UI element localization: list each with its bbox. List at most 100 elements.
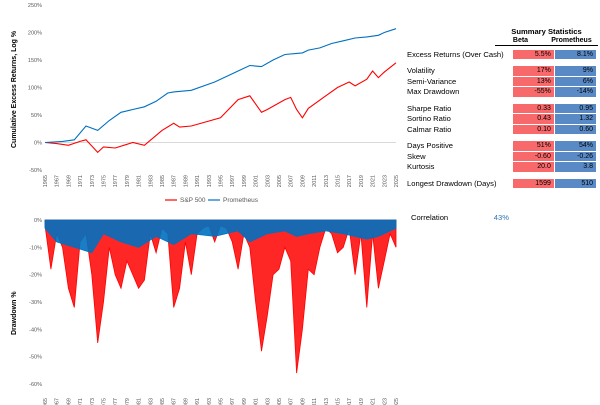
correlation-label: Correlation: [411, 213, 449, 222]
x-tick-label: 1967: [55, 175, 61, 187]
x-tick-label: 2017: [347, 398, 353, 405]
x-tick-label: 1985: [160, 175, 166, 187]
stats-row-label: Skew: [407, 151, 426, 161]
stats-row: Calmar Ratio 0.10 0.60: [407, 124, 597, 135]
series-line-sp500: [44, 62, 397, 154]
x-tick-label: 1971: [78, 175, 84, 187]
x-tick-label: 1991: [195, 175, 201, 187]
x-tick-label: 2007: [289, 175, 295, 187]
stats-title: Summary Statistics: [511, 27, 582, 36]
stats-beta-value: 1599: [512, 178, 554, 188]
stats-prometheus-value: 3.8: [554, 162, 597, 172]
stats-beta-value: -55%: [512, 87, 554, 97]
drawdown-chart: 0% -10% -20% -30% -40% -50% -60% 1965 1967 1969 1…: [11, 218, 400, 405]
x-tick-label: 2005: [277, 398, 283, 405]
x-tick-label: 2023: [382, 175, 388, 187]
x-tick-label: 2001: [254, 398, 260, 405]
y-tick-label: 250%: [28, 3, 42, 9]
stats-row-label: Sharpe Ratio: [407, 103, 452, 113]
stats-beta-value: 51%: [512, 141, 554, 151]
y-tick-label: -20%: [29, 273, 42, 279]
stats-row-label: Max Drawdown: [407, 87, 460, 97]
stats-prometheus-value: 9%: [554, 66, 597, 76]
stats-prometheus-value: 1.32: [554, 114, 597, 124]
stats-prometheus-value: 8.1%: [554, 49, 597, 59]
x-tick-label: 1983: [148, 398, 154, 405]
y-tick-label: -10%: [29, 245, 42, 251]
x-tick-label: 2021: [371, 398, 377, 405]
stats-row-label: Sortino Ratio: [407, 114, 451, 124]
stats-row: Skew -0.60 -0.26: [407, 151, 597, 162]
x-tick-label: 1969: [66, 175, 72, 187]
stats-prometheus-value: -14%: [554, 87, 597, 97]
x-tick-label: 2017: [347, 175, 353, 187]
y-tick-label: 50%: [31, 113, 42, 119]
x-tick-label: 2013: [324, 175, 330, 187]
x-tick-label: 2019: [359, 175, 365, 187]
x-tick-label: 1975: [102, 398, 108, 405]
stats-row: Days Positive 51% 54%: [407, 141, 597, 152]
stats-beta-value: 17%: [512, 66, 554, 76]
x-tick-label: 1969: [66, 398, 72, 405]
y-tick-label: 200%: [28, 31, 42, 37]
x-tick-label: 1967: [55, 398, 61, 405]
stats-row: Sortino Ratio 0.43 1.32: [407, 114, 597, 125]
y-tick-label: -30%: [29, 300, 42, 306]
x-tick-label: 1977: [113, 398, 119, 405]
x-tick-label: 1965: [43, 398, 49, 405]
stats-prometheus-value: 6%: [554, 76, 597, 86]
stats-row-label: Kurtosis: [407, 162, 435, 172]
y-tick-label: 100%: [28, 86, 42, 92]
correlation-row: Correlation 43%: [411, 213, 509, 222]
stats-beta-value: 13%: [512, 76, 554, 86]
stats-row-label: Calmar Ratio: [407, 124, 452, 134]
x-tick-label: 2025: [394, 175, 400, 187]
col-header-prometheus: Prometheus: [551, 37, 592, 44]
x-tick-label: 1991: [195, 398, 201, 405]
stats-header: Beta Prometheus: [495, 36, 598, 46]
stats-prometheus-value: 0.60: [554, 124, 597, 134]
cumulative-returns-chart: 250% 200% 150% 100% 50% 0% -50% 1965 1967 1969 19…: [11, 3, 400, 204]
stats-row: Volatility 17% 9%: [407, 66, 597, 77]
x-tick-label: 2011: [312, 398, 318, 405]
x-tick-label: 1995: [219, 175, 225, 187]
y-tick-label: -50%: [29, 168, 42, 174]
x-tick-label: 2025: [394, 398, 400, 405]
x-tick-label: 1975: [102, 175, 108, 187]
stats-beta-value: 20.0: [512, 162, 554, 172]
legend-label-prometheus: Prometheus: [223, 197, 259, 204]
x-tick-label: 1997: [230, 175, 236, 187]
stats-row-label: Days Positive: [407, 141, 454, 151]
series-area-prometheus: [44, 219, 397, 254]
x-tick-label: 2005: [277, 175, 283, 187]
x-tick-label: 2015: [336, 175, 342, 187]
stats-prometheus-value: 54%: [554, 141, 597, 151]
stats-beta-value: 0.43: [512, 114, 554, 124]
x-tick-label: 1981: [137, 398, 143, 405]
x-tick-label: 2003: [265, 175, 271, 187]
stats-row-label: Excess Returns (Over Cash): [407, 49, 504, 59]
correlation-value: 43%: [493, 213, 509, 222]
x-tick-label: 2013: [324, 398, 330, 405]
x-tick-label: 1973: [90, 398, 96, 405]
x-tick-label: 1977: [113, 175, 119, 187]
x-tick-label: 1989: [183, 175, 189, 187]
x-tick-label: 1983: [148, 175, 154, 187]
x-tick-label: 1997: [230, 398, 236, 405]
legend-label-sp500: S&P 500: [180, 197, 206, 204]
x-tick-label: 1971: [78, 398, 84, 405]
stats-row-label: Semi-Variance: [407, 76, 457, 86]
stats-row-label: Longest Drawdown (Days): [407, 178, 497, 188]
y-tick-label: -60%: [29, 382, 42, 388]
x-tick-label: 2023: [382, 398, 388, 405]
stats-row: Sharpe Ratio 0.33 0.95: [407, 103, 597, 114]
series-line-prometheus: [44, 28, 397, 144]
x-tick-label: 1979: [125, 398, 131, 405]
stats-row: Max Drawdown -55% -14%: [407, 87, 597, 98]
legend: S&P 500 Prometheus: [165, 197, 259, 204]
y-tick-label: -50%: [29, 355, 42, 361]
summary-statistics-table: Summary Statistics Beta Prometheus Exces…: [407, 27, 598, 189]
x-tick-label: 1987: [172, 175, 178, 187]
stats-row: Kurtosis 20.0 3.8: [407, 162, 597, 173]
y-tick-label: 0%: [34, 218, 42, 224]
